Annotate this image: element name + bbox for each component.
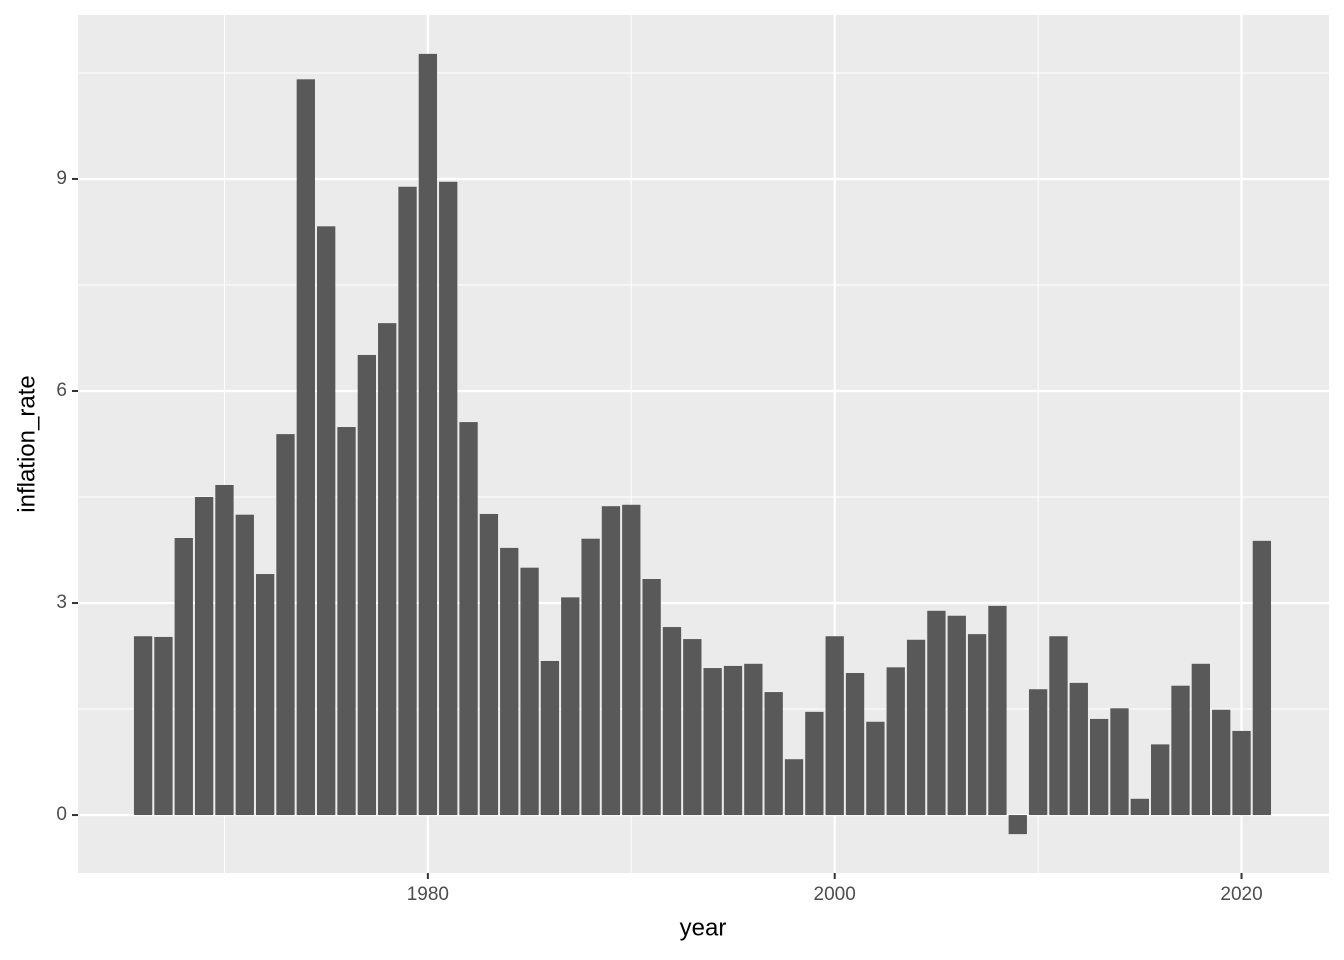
bar bbox=[317, 226, 336, 816]
bar bbox=[357, 354, 377, 816]
bar bbox=[886, 667, 905, 816]
bar bbox=[378, 323, 397, 816]
bar bbox=[703, 668, 722, 816]
bar bbox=[1089, 718, 1109, 816]
bar bbox=[479, 513, 499, 816]
bar bbox=[581, 538, 600, 816]
bar bbox=[235, 514, 254, 816]
bar bbox=[459, 422, 478, 816]
bar bbox=[805, 711, 824, 816]
bar bbox=[500, 547, 519, 816]
bar bbox=[744, 663, 763, 816]
x-tick-label: 2000 bbox=[814, 884, 856, 905]
bar bbox=[398, 186, 417, 816]
bar bbox=[642, 578, 661, 816]
bar bbox=[194, 497, 214, 816]
bar bbox=[988, 605, 1007, 816]
bar bbox=[1110, 708, 1129, 816]
bar bbox=[723, 665, 743, 816]
bar bbox=[906, 639, 926, 816]
bar bbox=[540, 660, 560, 816]
bar bbox=[927, 610, 946, 816]
bar bbox=[764, 692, 783, 816]
bar bbox=[1049, 636, 1068, 816]
bar bbox=[418, 53, 438, 816]
bar bbox=[337, 427, 356, 816]
bar bbox=[174, 537, 193, 816]
bar bbox=[255, 574, 275, 816]
bar bbox=[825, 636, 844, 816]
y-tick-label: 0 bbox=[56, 804, 67, 825]
bar bbox=[622, 504, 641, 816]
bar bbox=[1069, 682, 1088, 816]
bar bbox=[967, 634, 987, 816]
bar bbox=[520, 567, 539, 816]
bar bbox=[947, 615, 966, 816]
bar bbox=[276, 434, 295, 816]
bar bbox=[154, 636, 173, 816]
bar bbox=[133, 636, 153, 816]
bar bbox=[845, 672, 865, 816]
bar bbox=[1171, 685, 1190, 816]
bar bbox=[1028, 689, 1048, 816]
bar bbox=[1232, 730, 1251, 816]
y-tick-label: 9 bbox=[56, 168, 67, 189]
bar bbox=[561, 597, 580, 816]
bar bbox=[1252, 540, 1272, 816]
bar bbox=[1191, 663, 1211, 816]
x-tick-label: 2020 bbox=[1220, 884, 1262, 905]
bar bbox=[1212, 709, 1231, 816]
x-axis-title: year bbox=[680, 914, 727, 941]
bar bbox=[784, 759, 804, 816]
bar bbox=[296, 79, 315, 816]
bar bbox=[439, 181, 458, 816]
bar bbox=[601, 506, 621, 816]
y-tick-label: 6 bbox=[56, 380, 67, 401]
bar bbox=[1151, 744, 1170, 816]
x-tick-label: 1980 bbox=[407, 884, 449, 905]
bar bbox=[215, 484, 234, 816]
bar bbox=[662, 627, 682, 816]
y-tick-label: 3 bbox=[56, 592, 67, 613]
bar bbox=[1008, 815, 1027, 835]
bar bbox=[683, 639, 702, 816]
y-axis-title: inflation_rate bbox=[13, 375, 40, 512]
bar bbox=[866, 721, 885, 816]
bar bbox=[1130, 798, 1149, 816]
